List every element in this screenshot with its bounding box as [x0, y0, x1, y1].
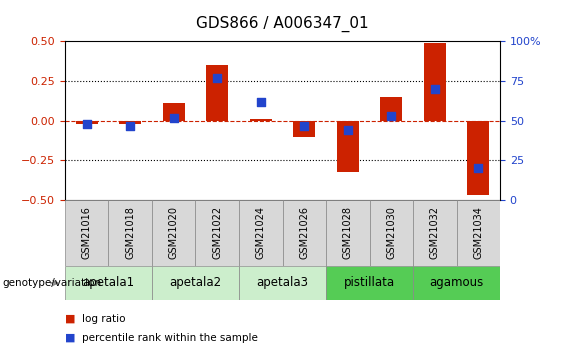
Bar: [119, 121, 141, 124]
Point: [126, 123, 135, 128]
Text: GSM21016: GSM21016: [82, 206, 92, 259]
Text: GSM21020: GSM21020: [169, 206, 179, 259]
Bar: [380, 97, 402, 121]
Bar: [206, 65, 228, 121]
Bar: [152, 200, 195, 266]
Text: GSM21018: GSM21018: [125, 206, 135, 259]
Text: pistillata: pistillata: [344, 276, 395, 289]
Point: [212, 75, 221, 81]
Bar: [337, 121, 359, 171]
Bar: [282, 200, 326, 266]
Text: GSM21024: GSM21024: [256, 206, 266, 259]
Text: GDS866 / A006347_01: GDS866 / A006347_01: [196, 16, 369, 32]
Text: agamous: agamous: [429, 276, 484, 289]
Bar: [293, 121, 315, 137]
Text: log ratio: log ratio: [82, 314, 125, 324]
Bar: [195, 200, 239, 266]
Text: percentile rank within the sample: percentile rank within the sample: [82, 333, 258, 343]
Text: GSM21030: GSM21030: [386, 206, 396, 259]
Point: [82, 121, 92, 127]
Bar: [413, 200, 457, 266]
Bar: [152, 266, 239, 300]
Text: GSM21028: GSM21028: [343, 206, 353, 259]
Bar: [250, 119, 272, 121]
Bar: [65, 266, 152, 300]
Text: apetala1: apetala1: [82, 276, 134, 289]
Bar: [326, 266, 413, 300]
Bar: [370, 200, 413, 266]
Point: [170, 115, 179, 120]
Bar: [239, 200, 282, 266]
Text: GSM21034: GSM21034: [473, 206, 483, 259]
Point: [343, 128, 353, 133]
Bar: [467, 121, 489, 195]
Point: [386, 113, 396, 119]
Point: [257, 99, 266, 105]
Point: [299, 123, 308, 128]
Bar: [424, 43, 446, 121]
Text: ■: ■: [65, 314, 76, 324]
Text: GSM21026: GSM21026: [299, 206, 309, 259]
Point: [473, 166, 483, 171]
Text: genotype/variation: genotype/variation: [3, 278, 102, 288]
Bar: [163, 103, 185, 121]
Text: apetala3: apetala3: [257, 276, 308, 289]
Bar: [76, 121, 98, 124]
Text: apetala2: apetala2: [170, 276, 221, 289]
Bar: [326, 200, 370, 266]
Bar: [65, 200, 108, 266]
Bar: [108, 200, 152, 266]
Text: ■: ■: [65, 333, 76, 343]
Text: GSM21032: GSM21032: [430, 206, 440, 259]
Bar: [413, 266, 500, 300]
Bar: [239, 266, 326, 300]
Point: [431, 86, 440, 92]
Text: GSM21022: GSM21022: [212, 206, 222, 259]
Bar: [457, 200, 500, 266]
